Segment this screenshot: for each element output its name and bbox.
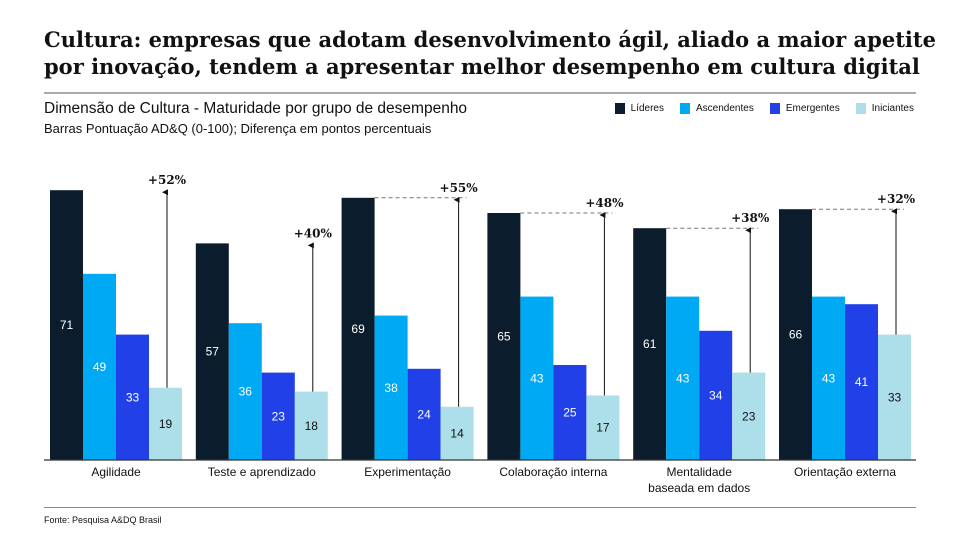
bar-ascendentes <box>83 273 116 460</box>
data-label: 43 <box>676 371 690 385</box>
category-label: baseada em dados <box>648 481 750 495</box>
difference-label: +55% <box>440 181 479 195</box>
chart-title: Dimensão de Cultura - Maturidade por gru… <box>44 100 468 117</box>
footer-divider <box>44 507 916 508</box>
legend-label: Ascendentes <box>696 103 754 114</box>
data-label: 38 <box>384 381 398 395</box>
bar-líderes <box>341 197 375 461</box>
data-label: 71 <box>60 318 74 332</box>
difference-label: +52% <box>148 173 187 187</box>
data-label: 25 <box>563 406 577 420</box>
difference-label: +40% <box>294 226 333 240</box>
data-label: 23 <box>742 409 756 423</box>
legend-swatch <box>769 103 780 114</box>
bar-iniciantes <box>732 372 766 460</box>
category-label: Teste e aprendizado <box>208 465 316 479</box>
bar-líderes <box>487 213 521 460</box>
legend-item: Ascendentes <box>680 103 754 114</box>
data-label: 69 <box>351 322 365 336</box>
legend-swatch <box>855 103 866 114</box>
data-label: 61 <box>643 337 657 351</box>
data-label: 24 <box>417 407 431 421</box>
legend-swatch <box>680 103 690 114</box>
slide-title: Cultura: empresas que adotam desenvolvim… <box>44 27 936 79</box>
legend-item: Iniciantes <box>855 103 914 114</box>
legend-label: Iniciantes <box>871 103 914 114</box>
source-note: Fonte: Pesquisa A&DQ Brasil <box>44 515 162 525</box>
data-label: 57 <box>206 345 220 359</box>
bar-iniciantes <box>586 395 620 460</box>
bar-líderes <box>633 228 667 460</box>
bar-iniciantes <box>878 334 911 460</box>
data-label: 34 <box>709 388 723 402</box>
legend: Líderes Ascendentes Emergentes Iniciantes <box>614 103 914 114</box>
legend-item: Líderes <box>614 103 664 114</box>
legend-label: Emergentes <box>785 103 840 114</box>
category-label: Agilidade <box>91 465 141 479</box>
bar-líderes <box>195 243 229 460</box>
category-label: Colaboração interna <box>499 465 607 479</box>
bar-iniciantes <box>440 406 474 460</box>
bar-líderes <box>50 190 83 460</box>
legend-swatch <box>614 103 625 114</box>
data-label: 36 <box>239 385 253 399</box>
bar-ascendentes <box>666 296 700 460</box>
bar-iniciantes <box>294 391 328 460</box>
bar-emergentes <box>553 365 587 460</box>
data-label: 65 <box>497 330 511 344</box>
bar-iniciantes <box>149 387 182 460</box>
data-label: 43 <box>822 371 836 385</box>
data-label: 33 <box>888 390 902 404</box>
bar-ascendentes <box>520 296 554 460</box>
difference-label: +38% <box>731 211 770 225</box>
data-label: 14 <box>450 426 464 440</box>
data-label: 41 <box>855 375 869 389</box>
category-label: Mentalidade <box>667 465 733 479</box>
data-label: 66 <box>789 328 803 342</box>
chart-subtitle: Barras Pontuação AD&Q (0-100); Diferença… <box>44 121 432 136</box>
bar-emergentes <box>699 330 733 460</box>
difference-label: +32% <box>877 192 916 206</box>
legend-label: Líderes <box>630 103 664 114</box>
bar-emergentes <box>116 334 149 460</box>
difference-label: +48% <box>585 196 624 210</box>
category-label: Experimentação <box>364 465 451 479</box>
data-label: 23 <box>272 409 286 423</box>
bar-emergentes <box>407 368 441 460</box>
bar-ascendentes <box>812 296 845 460</box>
bar-ascendentes <box>374 315 408 460</box>
title-divider <box>44 92 916 94</box>
data-label: 43 <box>530 371 544 385</box>
data-label: 18 <box>305 419 319 433</box>
data-label: 17 <box>596 421 610 435</box>
legend-item: Emergentes <box>769 103 840 114</box>
data-label: 49 <box>93 360 107 374</box>
bar-emergentes <box>261 372 295 460</box>
bar-ascendentes <box>228 323 262 460</box>
data-label: 19 <box>159 417 173 431</box>
category-label: Orientação externa <box>794 465 896 479</box>
data-label: 33 <box>126 390 140 404</box>
bar-emergentes <box>845 304 878 460</box>
bar-líderes <box>779 209 812 460</box>
